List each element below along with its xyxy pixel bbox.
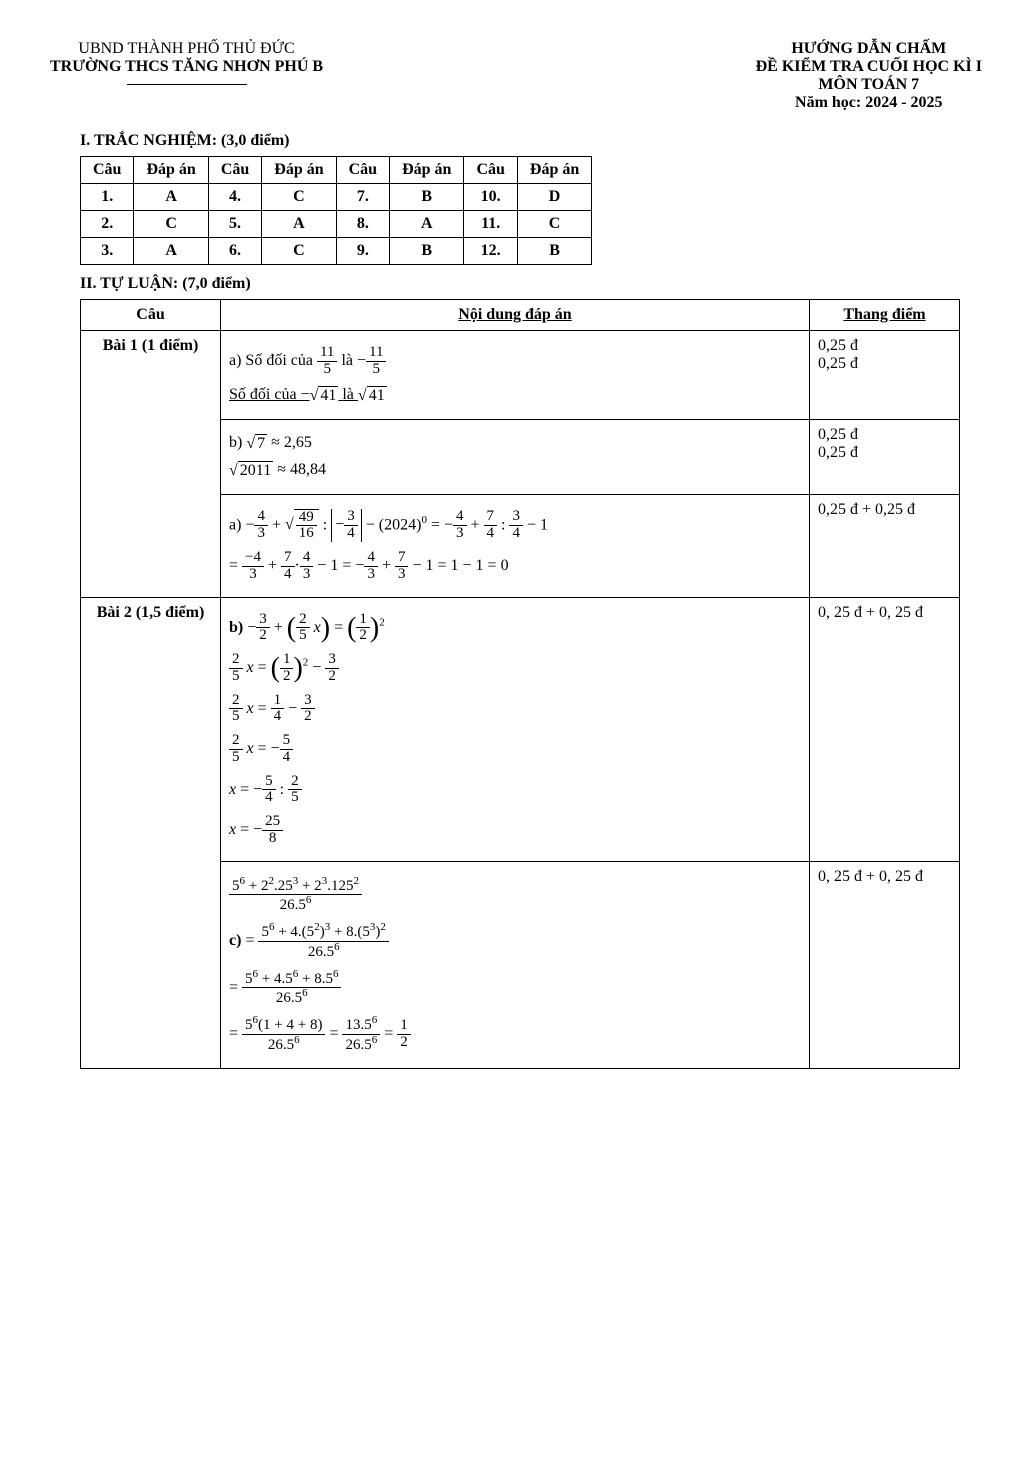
approx: ≈ 2,65 [267,434,312,451]
tl-col-header: Thang điểm [810,300,960,331]
mc-q: 9. [336,238,389,265]
section-1-title: I. TRẮC NGHIỆM: (3,0 điểm) [80,132,982,150]
mc-q: 12. [464,238,517,265]
mc-ans: C [134,211,208,238]
bai1-a2-mid: là [342,386,358,403]
header-left: UBND THÀNH PHỐ THỦ ĐỨC TRƯỜNG THCS TĂNG … [50,40,323,112]
mc-col-header: Câu [81,157,134,184]
divider [127,84,247,85]
mc-header-row: Câu Đáp án Câu Đáp án Câu Đáp án Câu Đáp… [81,157,592,184]
tl-row: Bài 1 (1 điểm) a) Số đối của 115 là −115… [81,331,960,420]
bai1-a-mid: là [341,352,357,369]
bai2-b-content: b) −32 + (25 x) = (12)2 25 x = (12)2 − 3… [221,597,810,861]
subject: MÔN TOÁN 7 [756,76,982,94]
mc-ans: A [134,184,208,211]
score-line: 0,25 đ [818,337,951,355]
mc-col-header: Câu [336,157,389,184]
mc-q: 10. [464,184,517,211]
mc-ans: C [517,211,591,238]
sqrt-icon: 41 [310,386,339,405]
bai1-c-score: 0,25 đ + 0,25 đ [810,494,960,597]
tl-col-header: Câu [81,300,221,331]
section-2-title: II. TỰ LUẬN: (7,0 điểm) [80,275,982,293]
bai1-a-score: 0,25 đ 0,25 đ [810,331,960,420]
mc-q: 3. [81,238,134,265]
mc-q: 6. [208,238,261,265]
bai1-c-content: a) −43 + 4916 : −34 − (2024)0 = −43 + 74… [221,494,810,597]
score-line: 0,25 đ [818,426,951,444]
bai1-a-content: a) Số đối của 115 là −115 Số đối của −41… [221,331,810,420]
mc-q: 2. [81,211,134,238]
mc-q: 5. [208,211,261,238]
mc-row: 3. A 6. C 9. B 12. B [81,238,592,265]
fraction: 115 [366,345,386,378]
mc-ans: A [262,211,336,238]
header: UBND THÀNH PHỐ THỦ ĐỨC TRƯỜNG THCS TĂNG … [50,40,982,112]
mc-col-header: Đáp án [390,157,464,184]
bai2-c-prefix: c) [229,932,245,949]
bai1-b-score: 0,25 đ 0,25 đ [810,419,960,494]
mc-col-header: Câu [208,157,261,184]
mc-col-header: Đáp án [262,157,336,184]
score-line: 0,25 đ [818,355,951,373]
bai1-b-prefix: b) [229,434,246,451]
fraction: 115 [317,345,337,378]
mc-answer-table: Câu Đáp án Câu Đáp án Câu Đáp án Câu Đáp… [80,156,592,265]
bai1-a-prefix: a) Số đối của [229,352,317,369]
doc-title-1: HƯỚNG DẪN CHẤM [756,40,982,58]
mc-ans: B [390,184,464,211]
doc-title-2: ĐỀ KIỂM TRA CUỐI HỌC KÌ I [756,58,982,76]
issuer-line: UBND THÀNH PHỐ THỦ ĐỨC [50,40,323,58]
bai1-a2-prefix: Số đối của [229,386,301,403]
mc-ans: A [134,238,208,265]
mc-q: 7. [336,184,389,211]
tl-col-header: Nội dung đáp án [221,300,810,331]
bai1-b-content: b) 7 ≈ 2,65 2011 ≈ 48,84 [221,419,810,494]
sqrt-icon: 41 [358,386,387,405]
score-line: 0,25 đ [818,444,951,462]
mc-ans: A [390,211,464,238]
tl-row: Bài 2 (1,5 điểm) b) −32 + (25 x) = (12)2… [81,597,960,861]
mc-col-header: Câu [464,157,517,184]
school-name: TRƯỜNG THCS TĂNG NHƠN PHÚ B [50,58,323,76]
mc-q: 4. [208,184,261,211]
school-year: Năm học: 2024 - 2025 [756,94,982,112]
mc-row: 1. A 4. C 7. B 10. D [81,184,592,211]
mc-q: 11. [464,211,517,238]
bai2-label: Bài 2 (1,5 điểm) [81,597,221,1068]
sqrt-icon: 7 [246,434,267,453]
bai1-c-prefix: a) [229,516,245,533]
bai2-b-prefix: b) [229,618,247,635]
solution-table: Câu Nội dung đáp án Thang điểm Bài 1 (1 … [80,299,960,1069]
mc-row: 2. C 5. A 8. A 11. C [81,211,592,238]
mc-q: 1. [81,184,134,211]
tl-header-row: Câu Nội dung đáp án Thang điểm [81,300,960,331]
mc-q: 8. [336,211,389,238]
mc-ans: C [262,184,336,211]
mc-ans: B [390,238,464,265]
bai1-label: Bài 1 (1 điểm) [81,331,221,598]
approx: ≈ 48,84 [273,461,326,478]
mc-col-header: Đáp án [517,157,591,184]
mc-col-header: Đáp án [134,157,208,184]
header-right: HƯỚNG DẪN CHẤM ĐỀ KIỂM TRA CUỐI HỌC KÌ I… [756,40,982,112]
bai2-c-score: 0, 25 đ + 0, 25 đ [810,861,960,1068]
mc-ans: D [517,184,591,211]
sqrt-icon: 2011 [229,461,273,480]
mc-ans: B [517,238,591,265]
bai2-b-score: 0, 25 đ + 0, 25 đ [810,597,960,861]
bai2-c-content: 56 + 22.253 + 23.125226.56 c) = 56 + 4.(… [221,861,810,1068]
mc-ans: C [262,238,336,265]
